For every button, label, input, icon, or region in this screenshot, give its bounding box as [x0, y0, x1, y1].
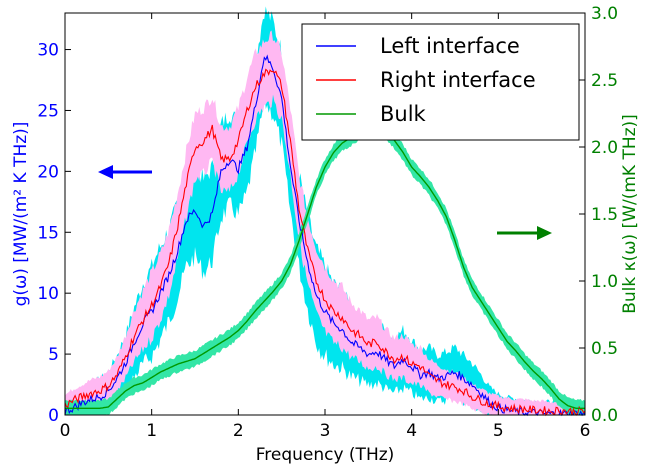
right-tick-label: 1.0: [591, 272, 618, 292]
left-tick-label: 15: [37, 223, 59, 243]
right-tick-label: 3.0: [591, 4, 618, 24]
left-tick-label: 30: [37, 41, 59, 61]
x-tick-label: 4: [406, 421, 417, 441]
left-ticks: 0 5 10 15 20 25 30: [37, 41, 71, 426]
series-line-1: [64, 68, 586, 417]
left-arrow-icon: [98, 165, 152, 179]
x-tick-label: 1: [146, 421, 157, 441]
left-tick-label: 10: [37, 284, 59, 304]
right-arrow-icon: [497, 226, 552, 240]
series-line-2: [65, 126, 585, 409]
right-tick-label: 0.5: [591, 339, 618, 359]
bottom-ticks: 0 1 2 3 4 5 6: [60, 13, 591, 441]
series-band-1: [65, 30, 585, 415]
right-tick-label: 0.0: [591, 406, 618, 426]
legend: Left interface Right interface Bulk: [301, 23, 580, 141]
right-tick-label: 2.0: [591, 138, 618, 158]
legend-label-left: Left interface: [380, 34, 520, 58]
x-tick-label: 2: [233, 421, 244, 441]
x-tick-label: 5: [493, 421, 504, 441]
series-line-0: [64, 54, 586, 417]
plot-layer: [64, 6, 586, 417]
left-tick-label: 0: [48, 406, 59, 426]
left-tick-label: 20: [37, 162, 59, 182]
left-axis-label: g(ω) [MW/(m² K THz)]: [11, 122, 31, 307]
legend-label-bulk: Bulk: [380, 102, 427, 126]
right-axis-label: Bulk κ(ω) [W/(mK THz)]: [620, 114, 640, 314]
series-band-2: [65, 117, 585, 416]
x-axis-label: Frequency (THz): [256, 445, 395, 465]
x-tick-label: 6: [580, 421, 591, 441]
left-tick-label: 5: [48, 345, 59, 365]
left-tick-label: 25: [37, 101, 59, 121]
x-tick-label: 0: [60, 421, 71, 441]
legend-box: [301, 23, 580, 141]
right-ticks: 0.0 0.5 1.0 1.5 2.0 2.5 3.0: [579, 4, 618, 426]
x-tick-label: 3: [320, 421, 331, 441]
legend-label-right: Right interface: [380, 68, 536, 92]
right-tick-label: 1.5: [591, 205, 618, 225]
right-tick-label: 2.5: [591, 71, 618, 91]
